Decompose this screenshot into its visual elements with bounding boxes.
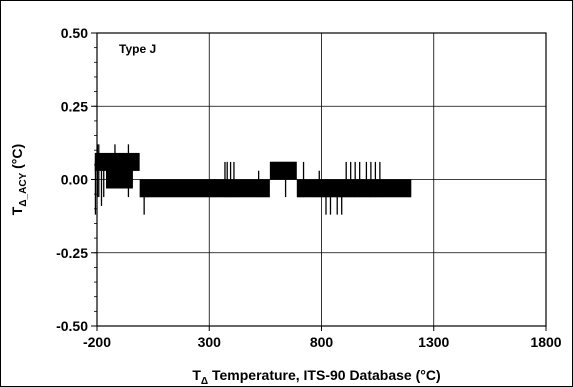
y-tick-label: 0.00 bbox=[61, 172, 88, 188]
x-tick-label: 1800 bbox=[530, 334, 561, 350]
data-band bbox=[139, 179, 270, 198]
x-tick-labels: -200 300 800 1300 1800 bbox=[83, 334, 562, 350]
y-tick-label: -0.25 bbox=[56, 245, 88, 261]
axis-ticks bbox=[91, 32, 547, 331]
x-tick-label: 800 bbox=[310, 334, 334, 350]
y-axis-title-main: T bbox=[9, 206, 25, 215]
x-tick-label: 300 bbox=[198, 334, 222, 350]
y-axis-title-rest: (°C) bbox=[9, 144, 25, 173]
x-axis-title-sub: Δ bbox=[201, 376, 208, 387]
data-series bbox=[94, 144, 412, 215]
x-axis-title-rest: Temperature, ITS-90 Database (°C) bbox=[208, 367, 441, 383]
y-tick-label: -0.50 bbox=[56, 318, 88, 334]
x-tick-label: -200 bbox=[83, 334, 111, 350]
y-tick-label: 0.50 bbox=[61, 25, 88, 41]
x-tick-label: 1300 bbox=[418, 334, 449, 350]
data-band bbox=[296, 179, 412, 198]
y-axis-title: TΔ_ACY (°C) bbox=[9, 144, 29, 215]
y-tick-label: 0.25 bbox=[61, 98, 88, 114]
series-annotation: Type J bbox=[119, 42, 156, 56]
data-band bbox=[269, 161, 297, 180]
y-tick-labels: -0.50 -0.25 0.00 0.25 0.50 bbox=[56, 25, 88, 334]
x-axis-title-main: T bbox=[192, 367, 201, 383]
x-axis-title: TΔ Temperature, ITS-90 Database (°C) bbox=[192, 367, 440, 387]
y-axis-title-sub: Δ_ACY bbox=[18, 172, 29, 206]
data-band bbox=[105, 170, 133, 189]
